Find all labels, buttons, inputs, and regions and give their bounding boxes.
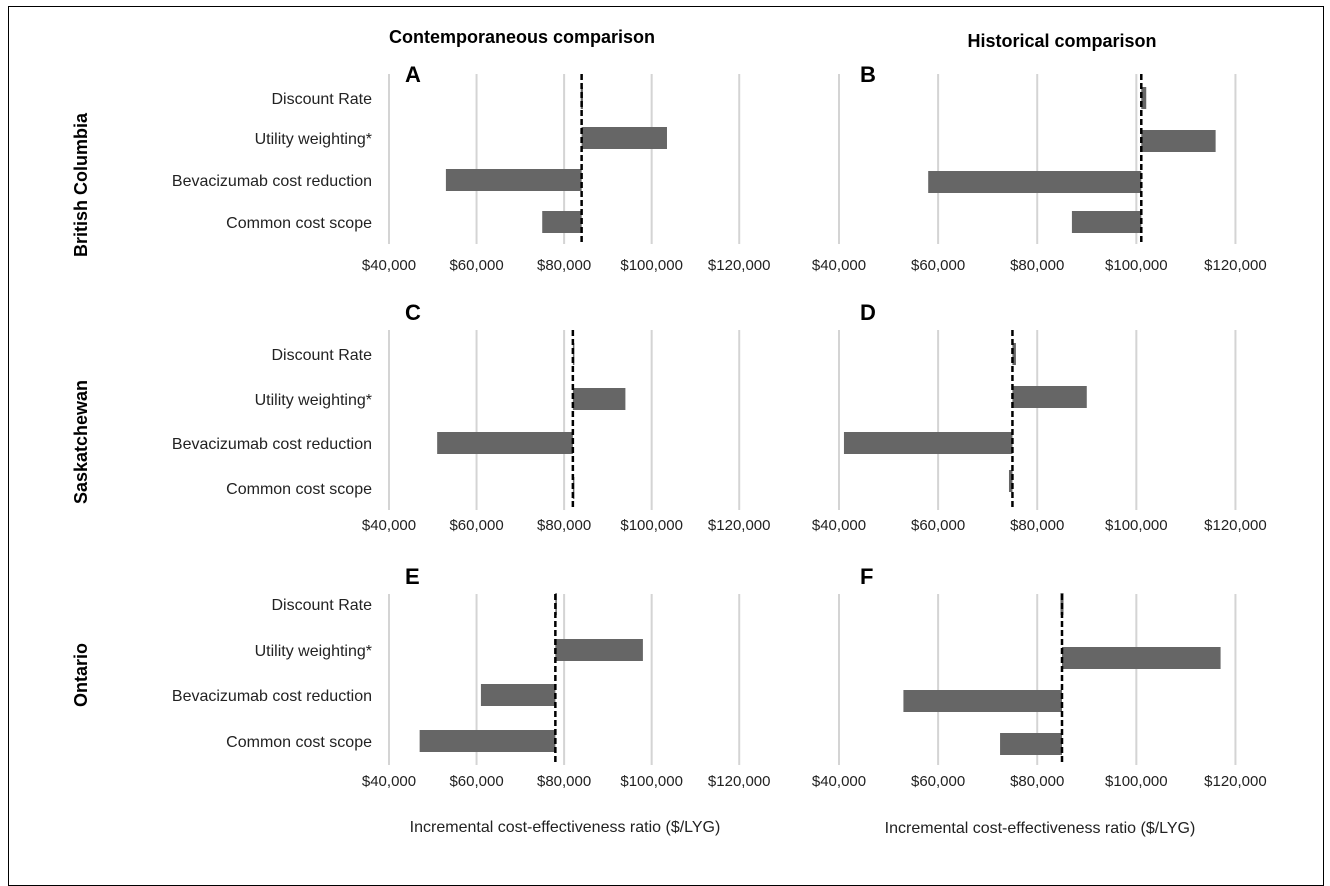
panel-a: A $40,000 $60,000 $80,000 $100,000 $120,000 Di… (172, 62, 771, 274)
x-tick-label: $120,000 (1204, 517, 1267, 534)
x-tick-label: $40,000 (812, 257, 866, 274)
bar-utility-weighting (1062, 647, 1221, 669)
category-label: Bevacizumab cost reduction (172, 436, 372, 453)
bar-bevacizumab-cost-reduction (437, 432, 573, 454)
x-tick-label: $40,000 (812, 517, 866, 534)
category-label: Discount Rate (272, 91, 373, 108)
bar-utility-weighting (1012, 386, 1087, 408)
x-tick-label: $60,000 (449, 257, 503, 274)
row-title-ontario: Ontario (71, 643, 91, 707)
bar-discount-rate (1012, 343, 1016, 365)
bar-bevacizumab-cost-reduction (480, 684, 556, 706)
x-tick-label: $40,000 (812, 773, 866, 790)
bar-bevacizumab-cost-reduction (928, 171, 1142, 193)
category-label: Discount Rate (272, 597, 373, 614)
x-tick-label: $120,000 (1204, 773, 1267, 790)
x-tick-label: $60,000 (449, 773, 503, 790)
x-tick-label: $80,000 (1010, 517, 1064, 534)
bar-common-cost-scope (1071, 211, 1142, 233)
bar-common-cost-scope (1008, 470, 1013, 492)
panel-c: C $40,000 $60,000 $80,000 $100,000 $120,000 Di… (172, 300, 771, 534)
category-label: Utility weighting* (255, 643, 372, 660)
x-axis-label-contemporaneous: Incremental cost-effectiveness ratio ($/… (410, 819, 721, 836)
row-title-british-columbia: British Columbia (71, 112, 91, 257)
panel-letter: B (860, 62, 876, 87)
panels: A $40,000 $60,000 $80,000 $100,000 $120,000 Di… (172, 62, 1267, 790)
panel-letter: F (860, 564, 873, 589)
x-tick-label: $120,000 (708, 517, 771, 534)
x-tick-label: $100,000 (620, 257, 683, 274)
x-tick-label: $80,000 (537, 257, 591, 274)
bar-bevacizumab-cost-reduction (903, 690, 1062, 712)
panel-d: D$40,000$60,000$80,000$100,000$120,000Di… (812, 300, 1267, 534)
x-tick-label: $100,000 (620, 517, 683, 534)
x-axis-label-historical: Incremental cost-effectiveness ratio ($/… (885, 820, 1196, 837)
x-tick-label: $60,000 (911, 773, 965, 790)
panel-letter: A (405, 62, 421, 87)
bar-utility-weighting (555, 639, 643, 661)
x-tick-label: $120,000 (708, 773, 771, 790)
bar-bevacizumab-cost-reduction (843, 432, 1013, 454)
category-label: Bevacizumab cost reduction (172, 688, 372, 705)
bar-bevacizumab-cost-reduction (445, 169, 582, 191)
bar-utility-weighting (581, 127, 667, 149)
x-tick-label: $100,000 (620, 773, 683, 790)
x-tick-label: $40,000 (362, 517, 416, 534)
x-tick-label: $80,000 (537, 517, 591, 534)
category-label: Bevacizumab cost reduction (172, 173, 372, 190)
bar-common-cost-scope (1000, 733, 1062, 755)
column-title-historical: Historical comparison (967, 31, 1156, 51)
x-tick-label: $80,000 (1010, 773, 1064, 790)
bar-utility-weighting (572, 388, 626, 410)
x-tick-label: $40,000 (362, 773, 416, 790)
category-label: Common cost scope (226, 481, 372, 498)
category-label: Common cost scope (226, 215, 372, 232)
x-tick-label: $120,000 (1204, 257, 1267, 274)
bar-common-cost-scope (542, 211, 582, 233)
x-tick-label: $60,000 (911, 257, 965, 274)
row-title-saskatchewan: Saskatchewan (71, 380, 91, 504)
bar-discount-rate (1141, 87, 1147, 109)
x-tick-label: $100,000 (1105, 773, 1168, 790)
panel-b: B$40,000$60,000$80,000$100,000$120,000Di… (812, 62, 1267, 274)
x-tick-label: $60,000 (911, 517, 965, 534)
x-tick-label: $80,000 (537, 773, 591, 790)
panel-letter: E (405, 564, 420, 589)
category-label: Discount Rate (272, 347, 373, 364)
category-label: Utility weighting* (255, 131, 372, 148)
panel-f: F$40,000$60,000$80,000$100,000$120,000Di… (812, 564, 1267, 790)
x-tick-label: $80,000 (1010, 257, 1064, 274)
panel-letter: C (405, 300, 421, 325)
x-tick-label: $100,000 (1105, 257, 1168, 274)
x-tick-label: $100,000 (1105, 517, 1168, 534)
bar-common-cost-scope (419, 730, 556, 752)
x-tick-label: $60,000 (449, 517, 503, 534)
category-label: Common cost scope (226, 734, 372, 751)
panel-letter: D (860, 300, 876, 325)
category-label: Utility weighting* (255, 392, 372, 409)
x-tick-label: $40,000 (362, 257, 416, 274)
x-tick-label: $120,000 (708, 257, 771, 274)
column-title-contemporaneous: Contemporaneous comparison (389, 27, 655, 47)
bar-utility-weighting (1141, 130, 1216, 152)
panel-e: E $40,000 $60,000 $80,000 $100,000 $120,000 Di… (172, 564, 771, 790)
